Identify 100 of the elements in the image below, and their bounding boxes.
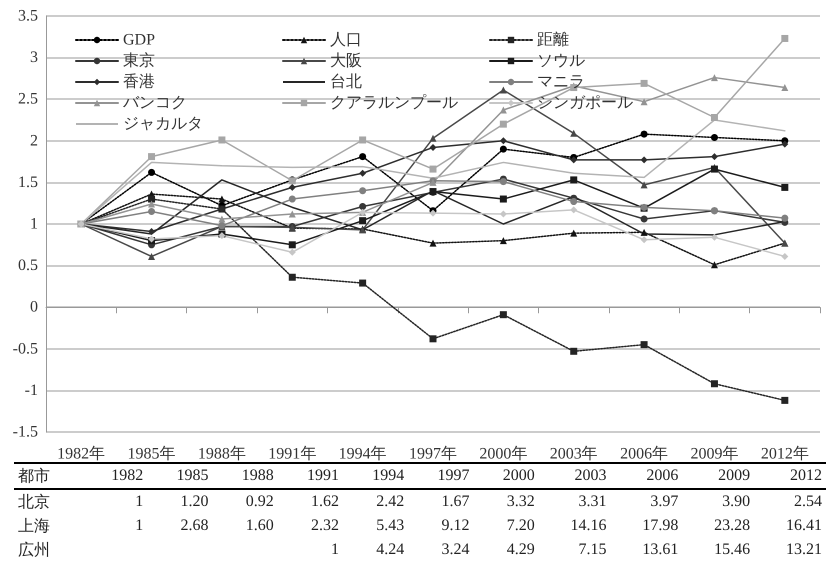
legend-label: ジャカルタ: [123, 116, 203, 132]
legend-label: 距離: [537, 30, 569, 48]
x-tick-label: 1985: [176, 466, 210, 486]
point: [359, 153, 366, 160]
data-label: 3.31: [578, 492, 608, 512]
point: [570, 206, 578, 214]
x-tick-label: 1985年: [128, 446, 176, 462]
data-label: 3.24: [440, 540, 470, 560]
point: [570, 130, 578, 137]
x-tick-label: 2003年: [550, 446, 598, 462]
point: [430, 134, 436, 142]
point: [148, 200, 156, 208]
point: [500, 86, 507, 94]
point: [218, 216, 226, 223]
point: [640, 80, 648, 87]
point: [148, 228, 156, 235]
data-label: 14.16: [570, 516, 608, 536]
legend-label: バンコク: [122, 94, 187, 112]
point: [288, 184, 296, 191]
point: [288, 196, 296, 203]
legend-label: 台北: [330, 72, 362, 90]
data-label: 3.90: [721, 492, 752, 512]
point: [570, 348, 578, 355]
x-tick-label: 2012年: [760, 446, 809, 462]
point: [640, 156, 648, 164]
point: [640, 98, 648, 106]
point: [430, 166, 436, 173]
data-label: 3.32: [506, 492, 536, 512]
point: [781, 84, 788, 92]
y-tick-label: 3.5: [18, 8, 38, 24]
point: [288, 274, 296, 281]
data-label: 13.21: [785, 540, 823, 560]
point: [500, 120, 507, 128]
x-tick-label: 1994: [371, 466, 406, 486]
point: [710, 234, 718, 241]
data-label: 4.29: [506, 540, 536, 560]
point: [359, 170, 366, 177]
point: [148, 153, 156, 160]
point: [640, 236, 648, 244]
point: [570, 156, 578, 164]
point: [430, 335, 436, 342]
data-label: 23.28: [713, 516, 752, 536]
point: [148, 208, 156, 216]
x-tick-label: 1991: [306, 466, 340, 486]
y-tick-label: 1: [30, 216, 38, 232]
point: [359, 280, 366, 287]
point: [570, 230, 578, 237]
point: [500, 106, 507, 114]
point: [500, 137, 507, 144]
x-tick-label: 1994年: [338, 446, 387, 462]
data-label: 1.62: [310, 492, 340, 512]
x-tick-label: 1991年: [268, 446, 316, 462]
y-tick-label: 広州: [17, 540, 51, 560]
data-label: 16.41: [785, 516, 823, 536]
x-tick-label: 2000: [502, 466, 536, 486]
point: [710, 153, 718, 160]
x-tick-label: 1988: [240, 466, 275, 486]
data-label: 13.61: [641, 540, 680, 560]
point: [288, 241, 296, 248]
point: [570, 176, 578, 184]
y-tick-label: 上海: [17, 516, 51, 536]
point: [640, 228, 648, 236]
data-label: 1: [134, 492, 144, 512]
x-tick-label: 1988年: [198, 446, 246, 462]
data-label: 5.43: [375, 516, 406, 536]
point: [710, 74, 718, 82]
point: [359, 187, 366, 194]
data-label: 1.60: [244, 516, 275, 536]
point: [570, 198, 578, 206]
x-tick-label: 2003: [574, 466, 608, 486]
x-tick-label: 2009: [717, 466, 752, 486]
data-label: 2.68: [180, 516, 210, 536]
y-tick-label: 1.5: [18, 174, 38, 191]
point: [359, 203, 366, 210]
legend-label: 香港: [123, 72, 155, 90]
point: [781, 396, 788, 404]
data-label: 17.98: [641, 516, 680, 536]
y-tick-label: 0.5: [18, 257, 38, 274]
data-label: 3.97: [649, 492, 680, 512]
point: [710, 114, 718, 122]
point: [640, 130, 648, 138]
point: [500, 237, 507, 244]
y-tick-label: -1.5: [12, 424, 38, 440]
point: [710, 261, 718, 268]
data-label: 1: [134, 516, 144, 536]
x-tick-label: 2012: [789, 466, 823, 486]
data-label: 4.24: [375, 540, 406, 560]
legend-label: 人口: [330, 32, 362, 48]
point: [148, 252, 156, 260]
point: [148, 196, 156, 203]
data-label: 9.12: [440, 516, 470, 536]
point: [500, 210, 507, 218]
point: [359, 217, 366, 224]
point: [288, 210, 296, 218]
legend-label: 大阪: [330, 52, 362, 70]
data-label: 7.20: [506, 516, 536, 536]
point: [781, 184, 788, 191]
x-tick-label: 1997年: [409, 446, 457, 462]
y-tick-label: 2.5: [18, 90, 38, 108]
x-tick-label: 2006年: [620, 446, 668, 462]
